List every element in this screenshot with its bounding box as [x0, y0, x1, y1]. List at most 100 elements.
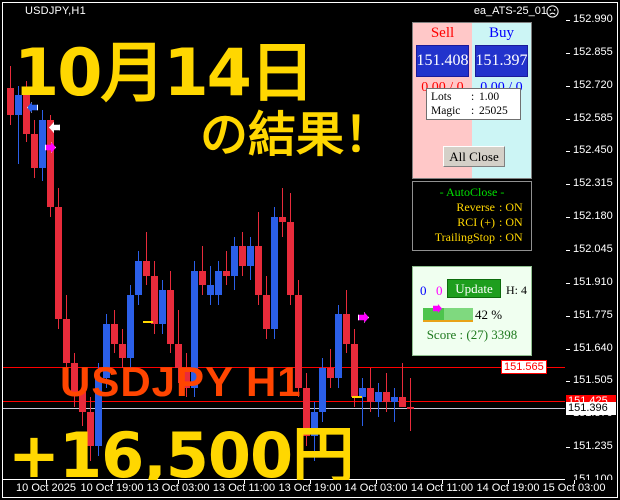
price-axis[interactable]: 152.990 152.855 152.720 152.585 152.450 152.3…: [565, 13, 617, 485]
autoclose-row-label: TrailingStop: [434, 230, 495, 244]
candle-body: [303, 387, 310, 437]
update-button[interactable]: Update: [447, 279, 501, 298]
price-tick-label: 151.640: [573, 341, 613, 354]
time-tick-mark: [244, 480, 245, 484]
candle-body: [399, 397, 406, 407]
autoclose-row-value: : ON: [499, 215, 523, 229]
candle-body: [335, 314, 342, 378]
candle-body: [55, 207, 62, 320]
candle-wick: [202, 246, 203, 296]
candle-body: [215, 270, 222, 296]
bid-price-tag: 151.396: [566, 401, 616, 415]
candle-body: [87, 411, 94, 446]
candle-body: [31, 134, 38, 169]
autoclose-row: Reverse: ON: [413, 200, 531, 215]
overlay-date-title: 10月14日: [14, 36, 315, 111]
symbol-timeframe-label: USDJPY,H1: [25, 5, 86, 17]
candle-body: [327, 368, 334, 378]
time-tick-mark: [310, 480, 311, 484]
price-tick-mark: [566, 217, 570, 219]
candle-body: [15, 95, 22, 115]
sell-price-button[interactable]: 151.408: [416, 45, 469, 77]
candle-body: [223, 270, 230, 276]
candle-body: [167, 290, 174, 344]
all-close-button[interactable]: All Close: [443, 146, 505, 167]
autoclose-title: - AutoClose -: [439, 185, 505, 199]
price-tick-mark: [566, 282, 570, 284]
magic-value: 25025: [479, 105, 508, 117]
time-tick-mark: [574, 480, 575, 484]
price-tick-label: 151.910: [573, 275, 613, 288]
time-tick-label: 13 Oct 03:00: [146, 482, 210, 494]
autoclose-row-value: : ON: [499, 230, 523, 244]
candle-body: [143, 260, 150, 276]
candle-body: [247, 246, 254, 266]
price-tick-label: 152.315: [573, 177, 613, 190]
candle-wick: [146, 231, 147, 286]
candle-body: [383, 392, 390, 403]
progress-marker-arrow-icon: [433, 304, 442, 313]
lots-row: Lots : 1.00: [431, 90, 520, 104]
magic-row: Magic : 25025: [431, 104, 520, 118]
price-tick-label: 151.235: [573, 440, 613, 453]
ea-name-label: ea_ATS-25_01: [473, 5, 547, 17]
price-tick-label: 152.180: [573, 210, 613, 223]
progress-percent-label: 42 %: [475, 307, 503, 322]
overlay-pair-label: USDJPY H1: [60, 358, 302, 405]
time-tick-label: 14 Oct 19:00: [476, 482, 540, 494]
candle-body: [319, 368, 326, 412]
price-tick-label: 152.585: [573, 111, 613, 124]
time-tick-mark: [46, 480, 47, 484]
candle-body: [127, 295, 134, 359]
candle-body: [359, 387, 366, 398]
candle-body: [71, 363, 78, 393]
price-tick-label: 152.990: [573, 13, 613, 25]
autoclose-row: TrailingStop : ON: [413, 230, 531, 245]
autoclose-row: RCI (+) : ON: [413, 215, 531, 230]
candle-body: [391, 397, 398, 403]
time-tick-mark: [508, 480, 509, 484]
candle-body: [7, 88, 14, 115]
candle-body: [111, 324, 118, 344]
candle-body: [367, 387, 374, 403]
autoclose-rows: Reverse: ON RCI (+) : ON TrailingStop : ON: [413, 200, 531, 245]
candle-body: [255, 246, 262, 296]
candle-body: [207, 285, 214, 296]
candle-body: [375, 392, 382, 403]
price-tick-label: 152.855: [573, 45, 613, 58]
candle-body: [343, 314, 350, 344]
time-axis[interactable]: 10 Oct 2025 10 Oct 19:00 13 Oct 03:00 13 Oc…: [3, 480, 617, 497]
count-magenta: 0: [436, 283, 443, 298]
candle-body: [39, 119, 46, 169]
time-tick-label: 13 Oct 19:00: [278, 482, 342, 494]
candle-body: [351, 343, 358, 398]
score-label: Score : (27) 3398: [426, 327, 518, 342]
price-tick-mark: [566, 52, 570, 54]
h-count-label: H: 4: [506, 283, 527, 297]
candle-body: [119, 343, 126, 359]
candle-body: [199, 270, 206, 286]
count-blue: 0: [420, 283, 427, 298]
time-tick-mark: [442, 480, 443, 484]
time-tick-label: 14 Oct 03:00: [344, 482, 408, 494]
face-close-icon[interactable]: [546, 5, 559, 18]
price-tick-label: 152.720: [573, 78, 613, 91]
candle-wick: [394, 387, 395, 422]
candle-wick: [402, 363, 403, 407]
magic-colon: :: [471, 105, 475, 117]
price-tick-mark: [566, 184, 570, 186]
candle-body: [271, 217, 278, 330]
lots-value: 1.00: [479, 91, 500, 103]
candle-wick: [18, 85, 19, 164]
time-tick-label: 14 Oct 11:00: [410, 482, 474, 494]
price-tick-mark: [566, 381, 570, 383]
price-tick-label: 152.450: [573, 144, 613, 157]
autoclose-row-label: RCI (+): [457, 215, 495, 229]
candle-body: [239, 246, 246, 266]
candle-body: [191, 270, 198, 388]
price-tick-mark: [566, 85, 570, 87]
buy-price-button[interactable]: 151.397: [475, 45, 528, 77]
candle-body: [151, 275, 158, 325]
price-level-line: [3, 400, 565, 402]
price-tick-mark: [566, 315, 570, 317]
